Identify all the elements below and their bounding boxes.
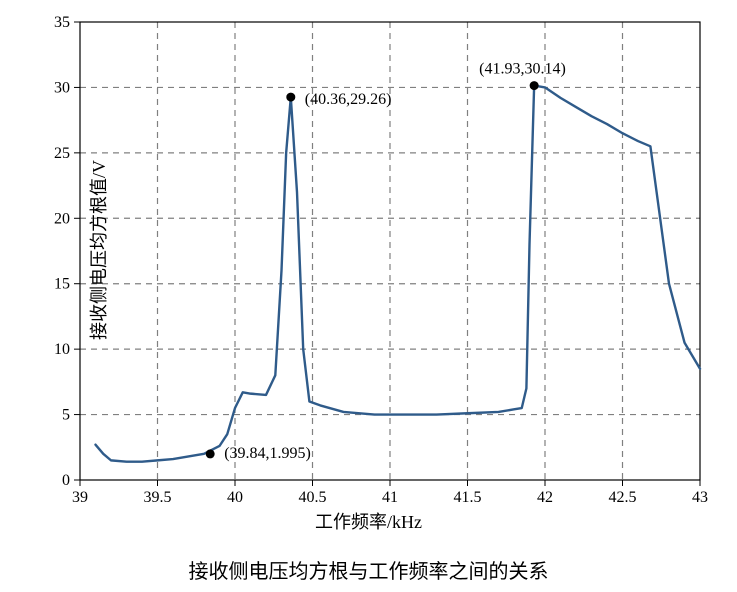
x-tick-label: 42 xyxy=(537,489,553,506)
x-tick-label: 40 xyxy=(227,489,243,506)
annotation-marker xyxy=(206,449,215,458)
x-tick-label: 41 xyxy=(382,489,398,506)
annotation-label: (40.36,29.26) xyxy=(305,91,392,108)
x-tick-label: 43 xyxy=(692,489,708,506)
chart-caption: 接收侧电压均方根与工作频率之间的关系 xyxy=(189,555,549,584)
y-tick-label: 10 xyxy=(54,341,70,358)
annotation-label: (39.84,1.995) xyxy=(224,445,311,462)
y-tick-label: 15 xyxy=(54,276,70,293)
annotation-marker xyxy=(286,93,295,102)
x-tick-label: 41.5 xyxy=(454,489,482,506)
y-tick-label: 25 xyxy=(54,145,70,162)
y-tick-label: 0 xyxy=(62,472,70,489)
x-tick-label: 42.5 xyxy=(609,489,637,506)
y-axis-label: 接收侧电压均方根值/V xyxy=(85,160,111,340)
x-tick-label: 40.5 xyxy=(299,489,327,506)
annotation-marker xyxy=(530,81,539,90)
annotation-label: (41.93,30.14) xyxy=(479,61,566,78)
y-tick-label: 5 xyxy=(62,407,70,424)
y-tick-label: 35 xyxy=(54,14,70,31)
x-tick-label: 39 xyxy=(72,489,88,506)
y-tick-label: 30 xyxy=(54,79,70,96)
y-tick-label: 20 xyxy=(54,210,70,227)
x-tick-label: 39.5 xyxy=(144,489,172,506)
x-axis-label: 工作频率/kHz xyxy=(315,508,422,534)
chart-container: 39 39.5 40 40.5 41 41.5 42 42.5 43 0 5 10 15 20 25 30 35… xyxy=(0,0,737,592)
